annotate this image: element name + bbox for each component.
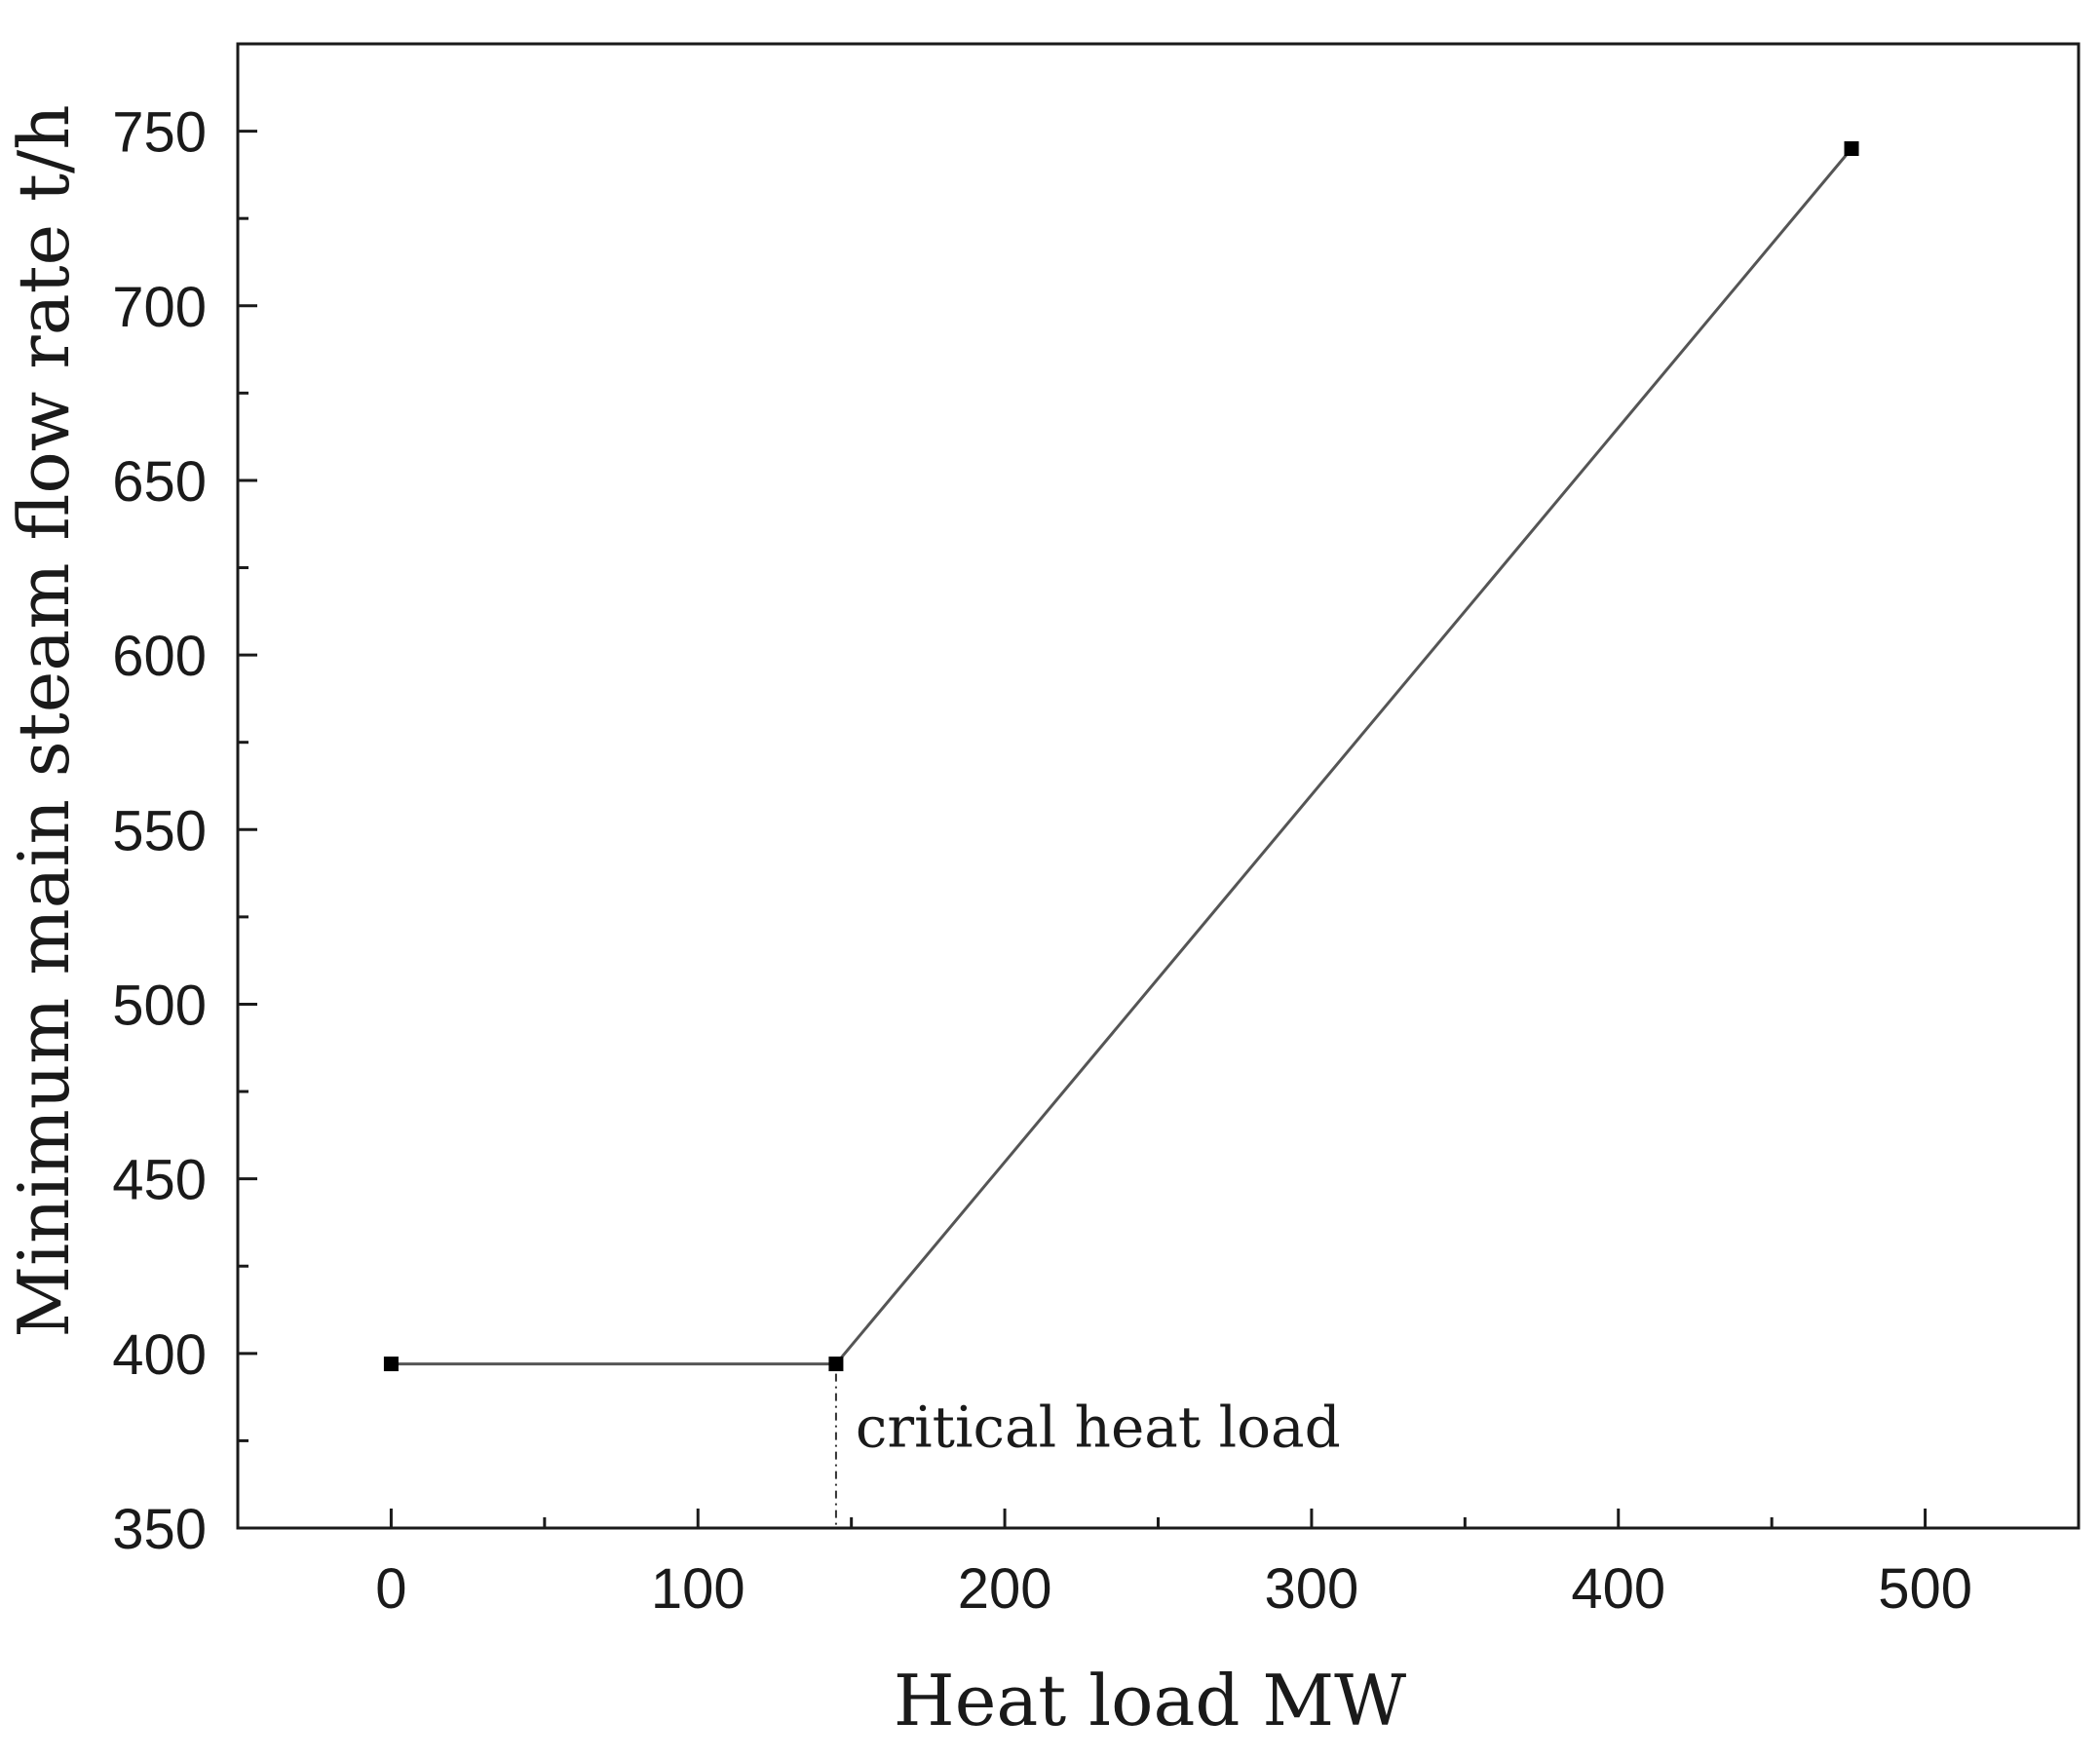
x-tick-label: 400 (1571, 1557, 1665, 1621)
x-tick-label: 300 (1265, 1557, 1359, 1621)
data-point-marker (828, 1357, 844, 1372)
x-tick-label: 500 (1878, 1557, 1972, 1621)
series-line (391, 147, 1853, 1366)
x-tick-label: 0 (375, 1557, 406, 1621)
y-tick-label: 750 (112, 101, 207, 165)
plot-frame-group (236, 42, 2081, 1530)
series-group (383, 141, 1859, 1372)
x-tick-label: 100 (651, 1557, 745, 1621)
y-tick-label: 400 (112, 1323, 207, 1387)
y-tick-label: 700 (112, 276, 207, 339)
y-tick-label: 450 (112, 1149, 207, 1212)
ticks-group: 0 100 200 300 400 500 350 400 450 500 550 600 650 700… (112, 101, 1972, 1621)
plot-frame (236, 42, 2081, 1530)
data-point-marker (1844, 141, 1859, 157)
y-tick-label: 550 (112, 799, 207, 862)
x-axis-title: Heat load MW (894, 1660, 1406, 1741)
y-tick-label: 500 (112, 974, 207, 1037)
y-axis-title: Minimum main steam flow rate t/h (3, 104, 85, 1337)
y-tick-label: 600 (112, 625, 207, 688)
data-point-marker (383, 1357, 399, 1372)
x-tick-label: 200 (958, 1557, 1052, 1621)
y-tick-label: 650 (112, 450, 207, 514)
critical-heat-load-label: critical heat load (856, 1395, 1341, 1461)
y-tick-label: 350 (112, 1498, 207, 1561)
labels-group: Heat load MW Minimum main steam flow rat… (3, 104, 1406, 1741)
annotation-group: critical heat load (834, 1373, 1341, 1528)
